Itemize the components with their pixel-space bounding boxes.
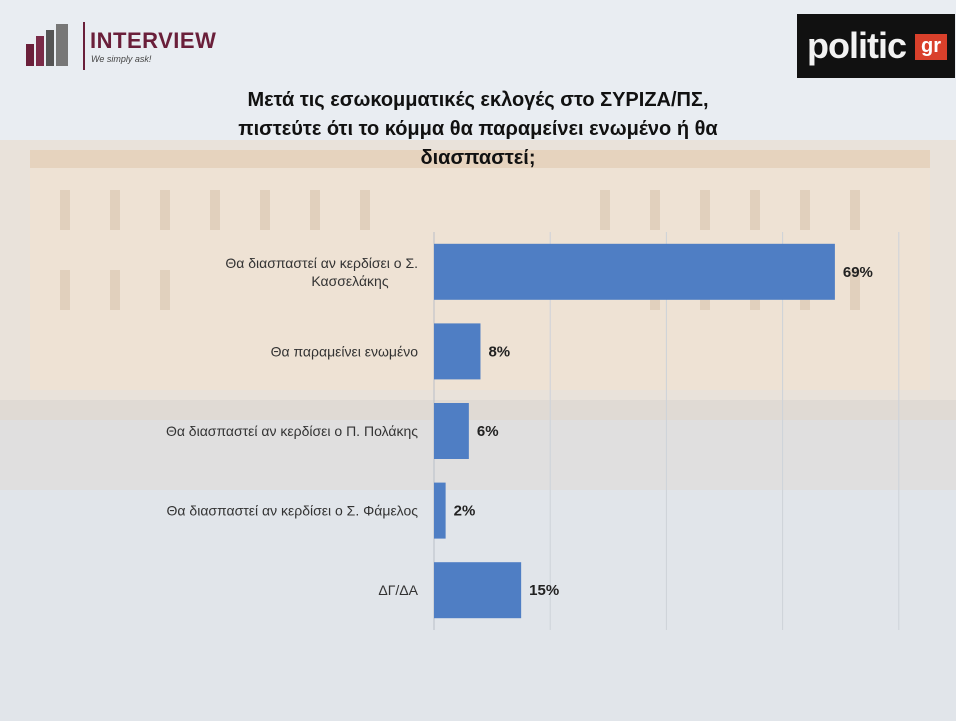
chart-title: Μετά τις εσωκομματικές εκλογές στο ΣΥΡΙΖ… [238,89,718,169]
interview-divider [83,22,85,70]
interview-tagline: We simply ask! [91,54,152,64]
bar [434,482,446,539]
politic-brand-word: politic [807,25,907,66]
value-label: 69% [843,264,873,281]
interview-brand-name: INTERVIEW [90,28,217,53]
value-label: 15% [529,582,559,599]
category-label: Θα διασπαστεί αν κερδίσει ο Σ. Κασσελάκης [225,255,418,289]
bar [434,403,469,459]
value-label: 8% [488,343,510,360]
bar [434,562,522,619]
category-label: Θα παραμείνει ενωμένο [271,343,419,359]
politic-logo: politic gr [797,14,955,78]
interview-logo: INTERVIEW We simply ask! [24,20,244,76]
interview-bars-icon [26,24,68,66]
category-label: Θα διασπαστεί αν κερδίσει ο Σ. Φάμελος [167,503,419,519]
category-label: ΔΓ/ΔΑ [378,582,418,598]
bar [434,323,481,380]
bar [434,243,835,300]
value-label: 6% [477,423,499,440]
politic-brand-suffix: gr [915,34,947,60]
value-label: 2% [454,503,476,520]
category-label: Θα διασπαστεί αν κερδίσει ο Π. Πολάκης [166,423,418,439]
